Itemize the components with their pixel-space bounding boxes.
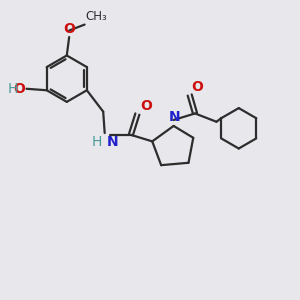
Text: O: O xyxy=(14,82,26,96)
Text: H: H xyxy=(91,135,102,149)
Text: CH₃: CH₃ xyxy=(86,10,108,23)
Text: H: H xyxy=(8,82,18,96)
Text: O: O xyxy=(191,80,203,94)
Text: O: O xyxy=(63,22,75,36)
Text: N: N xyxy=(106,135,118,149)
Text: O: O xyxy=(140,99,152,113)
Text: N: N xyxy=(169,110,181,124)
